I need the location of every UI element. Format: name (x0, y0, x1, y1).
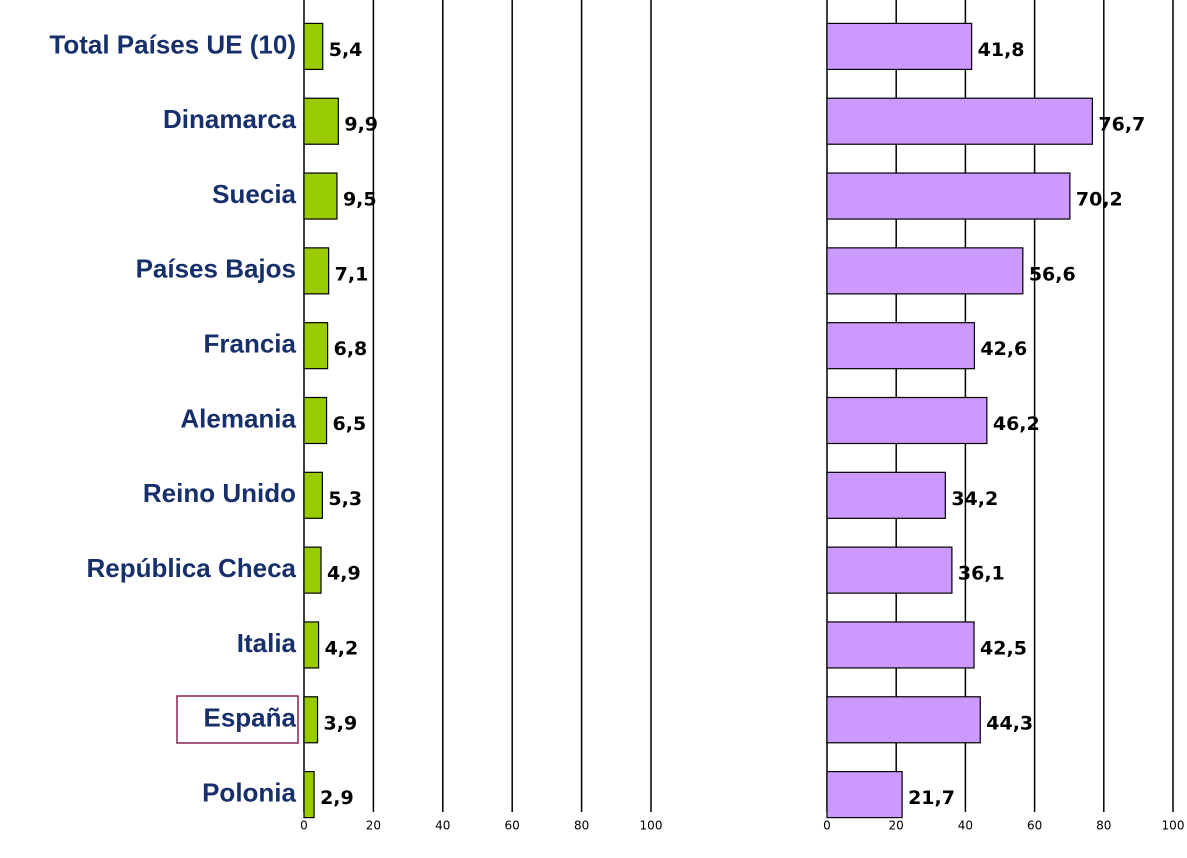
value-label: 41,8 (978, 39, 1025, 61)
bar (826, 696, 981, 744)
category-label: Países Bajos (136, 254, 296, 284)
category-label: Suecia (212, 179, 296, 209)
bar (826, 471, 946, 519)
value-label: 6,8 (334, 338, 368, 360)
value-label: 4,2 (325, 637, 359, 659)
category-label: Alemania (180, 403, 296, 433)
value-label: 9,9 (344, 114, 378, 136)
bar (303, 22, 324, 71)
bar (303, 471, 323, 519)
bar (303, 322, 329, 370)
category-label: Dinamarca (163, 104, 296, 134)
bar (303, 546, 322, 594)
value-label: 34,2 (951, 488, 998, 510)
value-label: 36,1 (958, 563, 1005, 585)
bar (826, 322, 975, 370)
bar (303, 172, 338, 220)
value-label: 5,3 (328, 488, 362, 510)
value-label: 3,9 (324, 712, 358, 734)
x-tick-label: 60 (1027, 819, 1042, 833)
category-label: Reino Unido (143, 478, 296, 508)
value-label: 42,5 (980, 637, 1027, 659)
value-label: 5,4 (329, 39, 363, 61)
value-label: 9,5 (343, 189, 377, 211)
bar (826, 770, 903, 819)
bar (303, 396, 328, 445)
bar (826, 247, 1024, 295)
value-label: 42,6 (980, 338, 1027, 360)
x-tick-label: 100 (1162, 819, 1185, 833)
x-tick-label: 100 (640, 819, 663, 833)
value-label: 76,7 (1098, 114, 1145, 136)
bar (303, 770, 315, 819)
bar (826, 22, 973, 71)
x-tick-label: 40 (958, 819, 973, 833)
category-label: Polonia (202, 777, 296, 807)
x-tick-label: 40 (435, 819, 450, 833)
value-label: 56,6 (1029, 263, 1076, 285)
bar (303, 97, 339, 145)
bar (303, 696, 319, 744)
x-tick-label: 0 (300, 819, 308, 833)
value-label: 46,2 (993, 413, 1040, 435)
category-label: España (204, 703, 297, 733)
category-label: Francia (204, 329, 297, 359)
bar (826, 546, 953, 594)
category-label: Italia (237, 628, 297, 658)
value-label: 44,3 (986, 712, 1033, 734)
bar (826, 621, 975, 669)
value-label: 2,9 (320, 787, 354, 809)
highlight-box (176, 695, 299, 744)
bar (826, 97, 1093, 145)
value-label: 70,2 (1076, 189, 1123, 211)
bar (826, 396, 988, 445)
x-tick-label: 20 (889, 819, 904, 833)
x-tick-label: 80 (1096, 819, 1111, 833)
x-tick-label: 20 (366, 819, 381, 833)
category-label: Total Países UE (10) (49, 29, 296, 59)
value-label: 6,5 (333, 413, 367, 435)
bar (303, 247, 330, 295)
x-tick-label: 0 (823, 819, 831, 833)
x-tick-label: 80 (574, 819, 589, 833)
bar (826, 172, 1071, 220)
category-label: República Checa (86, 553, 296, 583)
bar (303, 621, 320, 669)
value-label: 7,1 (335, 263, 369, 285)
value-label: 21,7 (908, 787, 955, 809)
x-tick-label: 60 (505, 819, 520, 833)
value-label: 4,9 (327, 563, 361, 585)
